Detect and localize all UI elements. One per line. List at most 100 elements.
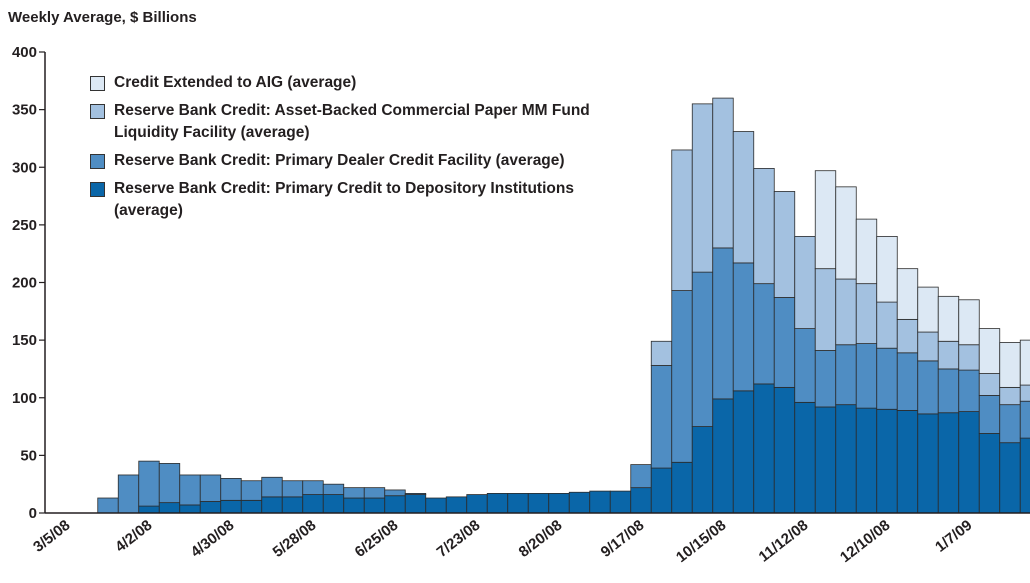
bar-segment: [179, 474, 201, 506]
legend-swatch: [90, 104, 105, 119]
bar-segment: [855, 283, 878, 344]
x-tick-label: 11/12/08: [756, 517, 812, 566]
bar-segment: [917, 286, 939, 333]
y-tick-label: 150: [12, 332, 37, 349]
bar-segment: [978, 373, 1001, 396]
bar-segment: [978, 328, 1001, 374]
bar-segment: [691, 271, 714, 427]
bar-segment: [794, 235, 816, 329]
bar-segment: [814, 170, 837, 270]
bar-segment: [425, 497, 447, 514]
bar-segment: [1019, 437, 1030, 514]
bar-segment: [343, 487, 365, 499]
bar-segment: [732, 390, 755, 514]
bar-segment: [958, 369, 980, 412]
bar-segment: [753, 383, 775, 514]
bar-segment: [322, 483, 345, 495]
bar-segment: [568, 491, 591, 514]
legend-swatch: [90, 154, 105, 169]
x-tick-label: 9/17/08: [598, 517, 648, 561]
bar-segment: [773, 191, 796, 298]
bar-segment: [363, 497, 386, 514]
bar-segment: [1019, 384, 1030, 402]
bar-segment: [630, 464, 652, 489]
x-tick-label: 12/10/08: [837, 517, 893, 566]
bar-segment: [835, 186, 857, 280]
x-tick-label: 5/28/08: [270, 517, 320, 561]
bar-segment: [958, 344, 980, 371]
bar-segment: [917, 331, 939, 362]
bar-segment: [261, 476, 283, 498]
bar-segment: [876, 408, 898, 514]
bar-segment: [609, 490, 632, 514]
bar-segment: [486, 493, 509, 514]
bar-segment: [999, 404, 1021, 444]
bar-segment: [404, 493, 427, 495]
bar-segment: [671, 149, 693, 291]
y-tick-label: 50: [20, 447, 37, 464]
bar-segment: [548, 493, 570, 514]
bar-segment: [855, 343, 878, 409]
bar-segment: [691, 103, 714, 273]
bar-segment: [937, 295, 960, 342]
y-tick-label: 400: [12, 44, 37, 61]
bar-segment: [876, 347, 898, 410]
bar-segment: [876, 235, 898, 303]
bar-segment: [958, 411, 980, 514]
bar-segment: [999, 386, 1021, 406]
legend-item: Credit Extended to AIG (average): [90, 72, 630, 94]
bar-segment: [999, 342, 1021, 388]
bar-segment: [384, 495, 406, 514]
y-tick-label: 250: [12, 217, 37, 234]
bar-segment: [917, 413, 939, 514]
legend-label: Reserve Bank Credit: Asset-Backed Commer…: [114, 102, 590, 141]
bar-segment: [712, 247, 734, 400]
bar-segment: [220, 499, 242, 514]
bar-segment: [199, 501, 222, 514]
bar-segment: [917, 360, 939, 415]
x-tick-label: 3/5/08: [30, 517, 73, 556]
bar-segment: [753, 168, 775, 285]
bar-segment: [281, 480, 304, 498]
bar-segment: [384, 489, 406, 497]
bar-segment: [343, 497, 365, 514]
legend-swatch: [90, 76, 105, 91]
bar-segment: [896, 410, 919, 514]
bar-segment: [363, 487, 386, 499]
bar-segment: [814, 268, 837, 351]
bar-segment: [302, 480, 324, 495]
x-tick-label: 10/15/08: [673, 517, 729, 566]
bar-segment: [978, 395, 1001, 434]
bar-segment: [466, 494, 488, 514]
bar-segment: [630, 487, 652, 514]
bar-segment: [712, 97, 734, 249]
legend: Credit Extended to AIG (average) Reserve …: [90, 72, 630, 228]
bar-segment: [835, 344, 857, 406]
bar-segment: [937, 368, 960, 414]
bar-segment: [404, 494, 427, 514]
x-tick-label: 7/23/08: [434, 517, 484, 561]
bar-segment: [999, 442, 1021, 514]
bar-segment: [158, 463, 181, 504]
bar-segment: [794, 401, 816, 514]
x-tick-label: 8/20/08: [516, 517, 566, 561]
bar-segment: [876, 301, 898, 349]
bar-segment: [138, 460, 160, 507]
chart-title: Weekly Average, $ Billions: [8, 9, 197, 26]
bar-segment: [814, 350, 837, 408]
y-tick-label: 100: [12, 390, 37, 407]
bar-segment: [794, 328, 816, 403]
legend-label: Credit Extended to AIG (average): [114, 74, 357, 91]
bar-segment: [732, 131, 755, 264]
bar-segment: [958, 299, 980, 346]
bar-segment: [896, 352, 919, 411]
bar-segment: [302, 494, 324, 514]
bar-segment: [240, 480, 263, 501]
bar-segment: [261, 496, 283, 514]
bar-segment: [937, 340, 960, 370]
bar-segment: [1019, 400, 1030, 439]
y-tick-label: 0: [29, 505, 37, 522]
bar-segment: [835, 278, 857, 346]
bar-segment: [978, 433, 1001, 514]
